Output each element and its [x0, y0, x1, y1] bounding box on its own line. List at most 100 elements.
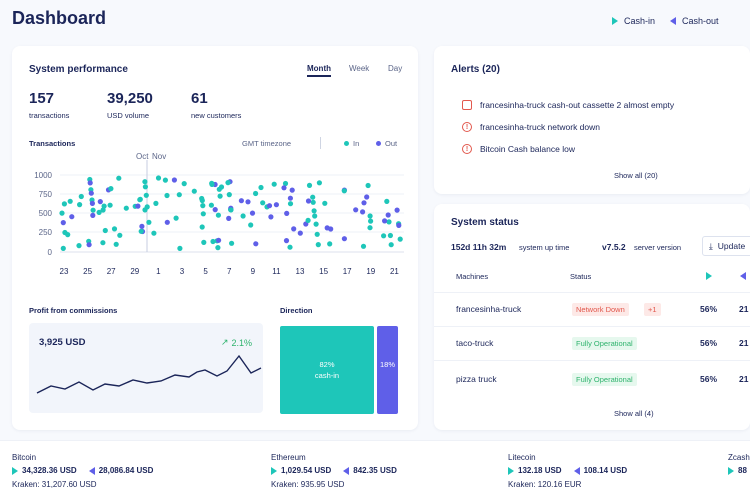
alerts-title: Alerts (20): [451, 64, 500, 75]
x-tick-label: 25: [83, 267, 92, 276]
cash-in-point: [287, 244, 293, 250]
cash-out-value: 21: [739, 338, 749, 348]
status-badge: Fully Operational: [572, 336, 637, 350]
cash-in-point: [199, 224, 205, 230]
cash-in-point: [209, 180, 215, 186]
ticker-source: Kraken: 935.95 USD: [271, 480, 345, 489]
cash-out-filter[interactable]: Cash-out: [670, 16, 719, 26]
cash-in-point: [341, 188, 347, 194]
y-tick-label: 250: [39, 228, 53, 237]
x-tick-label: 21: [390, 267, 399, 276]
cash-in-icon: [728, 466, 734, 475]
y-axis-ticks: 1000 750 500 250 0: [34, 171, 52, 257]
machine-row[interactable]: francesinha-truck Network Down +1 56% 21: [434, 292, 750, 326]
cash-out-point: [268, 214, 274, 220]
cash-in-point: [316, 180, 322, 186]
alert-text: francesinha-truck cash-out cassette 2 al…: [480, 100, 675, 110]
ticker-bitcoin: Bitcoin 34,328.36 USD 28,086.84 USD Krak…: [12, 453, 153, 489]
cash-out-point: [238, 198, 244, 204]
cash-out-point: [305, 198, 312, 204]
tab-week[interactable]: Week: [349, 64, 370, 73]
ticker-values: 132.18 USD 108.14 USD: [508, 466, 627, 475]
cash-in-point: [78, 193, 84, 200]
cash-in-point: [381, 233, 387, 239]
cash-in-point: [310, 194, 316, 200]
cash-in-point: [100, 207, 106, 213]
cash-out-point: [382, 218, 388, 224]
cash-in-point: [143, 192, 149, 198]
machine-row[interactable]: taco-truck Fully Operational 56% 21: [434, 326, 750, 360]
status-badge: Network Down: [572, 302, 629, 316]
cash-in-point: [76, 243, 82, 249]
ticker-name: Zcash: [728, 453, 750, 462]
machine-name: francesinha-truck: [456, 304, 522, 314]
cash-out-point: [87, 180, 93, 186]
alert-text: francesinha-truck network down: [480, 122, 601, 132]
cash-in-point: [208, 202, 214, 208]
update-button[interactable]: ⤓ Update: [702, 236, 750, 256]
cash-out-point: [90, 212, 96, 218]
system-status-card: System status 152d 11h 32m system up tim…: [434, 204, 750, 430]
cash-out-point: [284, 210, 290, 216]
alert-item[interactable]: francesinha-truck cash-out cassette 2 al…: [462, 94, 674, 116]
cash-out-label: Cash-out: [682, 16, 719, 26]
alert-text: Bitcoin Cash balance low: [480, 144, 575, 154]
cash-in-point: [101, 203, 107, 209]
cash-in-point: [210, 238, 216, 245]
uptime-value: 152d 11h 32m: [451, 242, 507, 252]
cash-in-point: [162, 177, 168, 183]
cash-out-point: [171, 177, 177, 183]
cash-in-point: [240, 213, 246, 219]
download-icon: ⤓: [709, 240, 713, 251]
system-performance-card: System performance Month Week Day 157 tr…: [12, 46, 418, 430]
cash-in-point: [258, 184, 264, 191]
cash-in-point: [199, 197, 205, 204]
cash-out-point: [86, 242, 92, 248]
cash-out-point: [212, 207, 218, 213]
page-title: Dashboard: [12, 8, 107, 28]
x-tick-label: 15: [319, 267, 328, 276]
ticker-name: Bitcoin: [12, 453, 37, 462]
cash-in-point: [117, 232, 123, 238]
arrow-up-right-icon: ↗: [221, 337, 229, 347]
ticker-bar: Bitcoin 34,328.36 USD 28,086.84 USD Krak…: [0, 440, 750, 500]
alert-item[interactable]: ! Bitcoin Cash balance low: [462, 138, 674, 160]
x-tick-label: 27: [107, 267, 116, 276]
cash-out-point: [360, 209, 366, 215]
profit-change-value: 2.1%: [231, 337, 253, 348]
direction-out-pct: 18%: [379, 360, 395, 369]
cash-out-point: [266, 203, 273, 209]
cash-in-point: [271, 181, 277, 187]
row-divider: [434, 360, 750, 361]
kpi-customers-label: new customers: [191, 111, 242, 120]
cash-in-point: [181, 181, 187, 187]
cash-out-icon: [670, 17, 676, 25]
transactions-chart-title: Transactions: [29, 139, 76, 148]
machine-name: pizza truck: [456, 374, 497, 384]
cash-in-point: [77, 202, 83, 208]
ticker-ethereum: Ethereum 1,029.54 USD 842.35 USD Kraken:…: [271, 453, 397, 489]
machine-row[interactable]: pizza truck Fully Operational 56% 21: [434, 362, 750, 396]
cash-in-point: [123, 205, 129, 211]
ticker-litecoin: Litecoin 132.18 USD 108.14 USD Kraken: 1…: [508, 453, 627, 489]
cash-in-point: [61, 201, 67, 207]
kpi-volume-value: 39,250: [107, 90, 153, 107]
tab-month[interactable]: Month: [307, 64, 331, 77]
cash-in-point: [176, 192, 182, 198]
kpi-customers-value: 61: [191, 90, 208, 107]
alerts-show-all-link[interactable]: Show all (20): [614, 171, 658, 180]
x-tick-label: 23: [60, 267, 69, 276]
x-tick-label: 3: [180, 267, 185, 276]
cash-in-point: [100, 240, 106, 246]
alerts-card: Alerts (20) francesinha-truck cash-out c…: [434, 46, 750, 194]
cash-in-filter[interactable]: Cash-in: [612, 16, 655, 26]
ticker-source: Kraken: 120.16 EUR: [508, 480, 582, 489]
cash-in-point: [142, 179, 148, 185]
tab-day[interactable]: Day: [388, 64, 403, 73]
cash-in-icon: [612, 17, 618, 25]
status-show-all-link[interactable]: Show all (4): [614, 409, 654, 418]
cash-in-icon: [12, 466, 18, 475]
cash-in-point: [384, 198, 390, 204]
alert-item[interactable]: ! francesinha-truck network down: [462, 116, 674, 138]
update-label: Update: [717, 241, 746, 251]
